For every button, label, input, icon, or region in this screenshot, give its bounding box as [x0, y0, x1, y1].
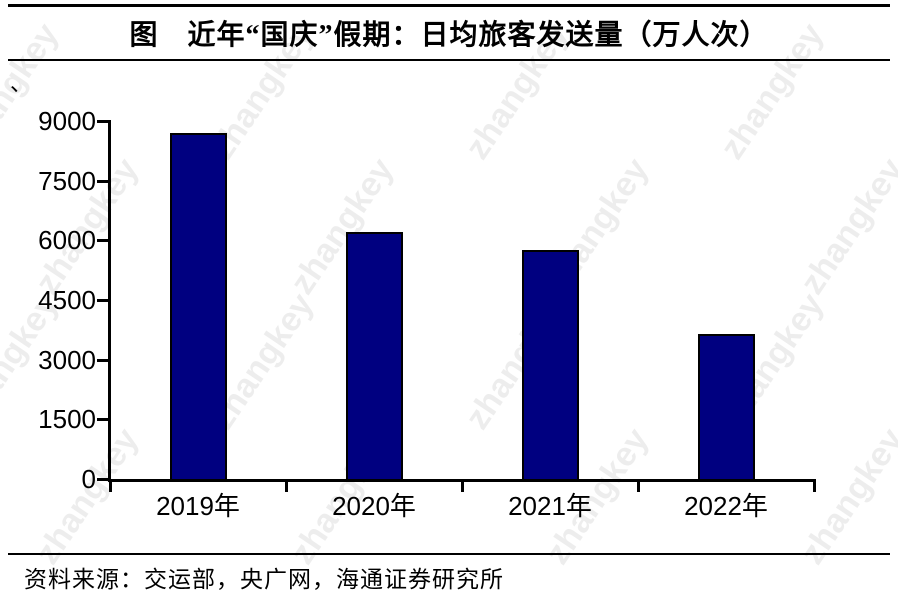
y-axis-line	[108, 120, 111, 481]
bar-2020年	[346, 232, 403, 481]
y-axis-tick-label: 6000	[38, 225, 96, 256]
y-axis-tick	[97, 418, 108, 422]
x-axis-tick	[109, 479, 112, 492]
y-axis-tick	[97, 358, 108, 362]
y-axis-tick-label: 1500	[38, 404, 96, 435]
top-divider	[8, 4, 890, 7]
bar-2021年	[522, 250, 579, 481]
source-divider	[8, 553, 890, 555]
source-note: 资料来源：交运部，央广网，海通证券研究所	[24, 567, 504, 592]
y-axis-tick-label: 9000	[38, 106, 96, 136]
y-axis-tick-label: 4500	[38, 285, 96, 315]
chart-title: 图 近年“国庆”假期：日均旅客发送量（万人次）	[129, 20, 769, 51]
x-axis-category-label: 2022年	[684, 491, 768, 521]
title-divider	[8, 59, 890, 61]
y-axis-tick	[97, 120, 108, 123]
x-axis-tick	[461, 479, 464, 492]
bar-2019年	[170, 133, 227, 481]
y-axis-tick	[97, 478, 108, 481]
y-axis-tick-label: 7500	[38, 165, 96, 196]
y-axis-tick	[97, 179, 108, 183]
stray-punctuation-mark: 、	[10, 71, 33, 96]
y-axis-tick	[97, 299, 108, 302]
x-axis-category-label: 2020年	[332, 491, 416, 521]
x-axis-tick	[813, 479, 816, 492]
y-axis-tick-label: 3000	[38, 344, 96, 375]
x-axis-category-label: 2019年	[156, 491, 240, 521]
x-axis-category-label: 2021年	[508, 491, 592, 521]
y-axis-tick	[97, 239, 108, 243]
x-axis-tick	[285, 479, 288, 492]
x-axis-tick	[637, 479, 640, 492]
y-axis-tick-label: 0	[81, 464, 96, 494]
bar-2022年	[698, 334, 755, 481]
